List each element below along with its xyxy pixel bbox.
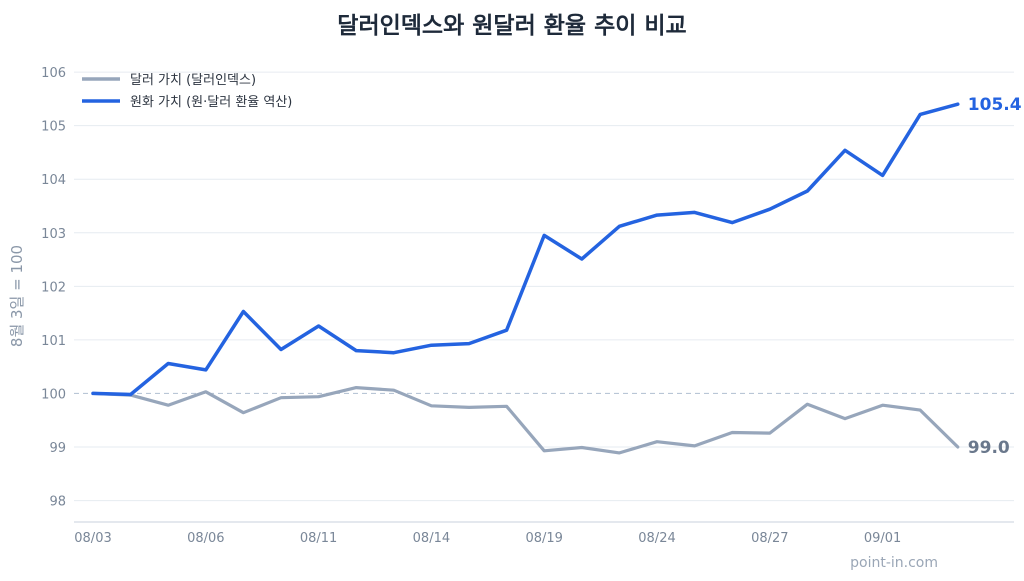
y-tick-label: 104 [41, 173, 66, 188]
end-value-label: 105.4 [968, 95, 1022, 115]
x-tick-label: 08/24 [638, 531, 675, 546]
x-axis-ticks: 08/03 08/06 08/11 08/14 08/19 08/24 08/27 09/01 [74, 531, 901, 546]
y-tick-label: 103 [41, 227, 66, 242]
series-lines: 99.0 105.4 [91, 95, 1022, 458]
x-tick-label: 09/01 [864, 531, 901, 546]
chart-title: 달러인덱스와 원달러 환율 추이 비교 [337, 13, 687, 39]
x-tick-label: 08/19 [525, 531, 562, 546]
y-tick-label: 106 [41, 66, 66, 81]
y-tick-label: 100 [41, 387, 66, 402]
legend: 달러 가치 (달러인덱스) 원화 가치 (원·달러 환율 역산) [82, 73, 292, 110]
y-axis-ticks: 98 99 100 101 102 103 104 105 106 [41, 66, 66, 510]
x-tick-label: 08/06 [187, 531, 224, 546]
x-tick-label: 08/14 [413, 531, 450, 546]
gridlines [74, 71, 1014, 523]
y-tick-label: 98 [49, 495, 66, 510]
legend-label: 달러 가치 (달러인덱스) [130, 73, 256, 88]
source-credit: point-in.com [850, 555, 938, 571]
series-line-dollar [91, 386, 960, 455]
y-axis-label: 8월 3일 = 100 [8, 245, 26, 347]
y-tick-label: 99 [49, 441, 66, 456]
y-tick-label: 102 [41, 280, 66, 295]
x-tick-label: 08/03 [74, 531, 111, 546]
x-tick-label: 08/27 [751, 531, 788, 546]
legend-label: 원화 가치 (원·달러 환율 역산) [130, 95, 292, 110]
y-tick-label: 101 [41, 334, 66, 349]
y-tick-label: 105 [41, 120, 66, 135]
end-value-label: 99.0 [968, 438, 1010, 458]
series-line-won [91, 102, 960, 397]
x-tick-label: 08/11 [300, 531, 337, 546]
